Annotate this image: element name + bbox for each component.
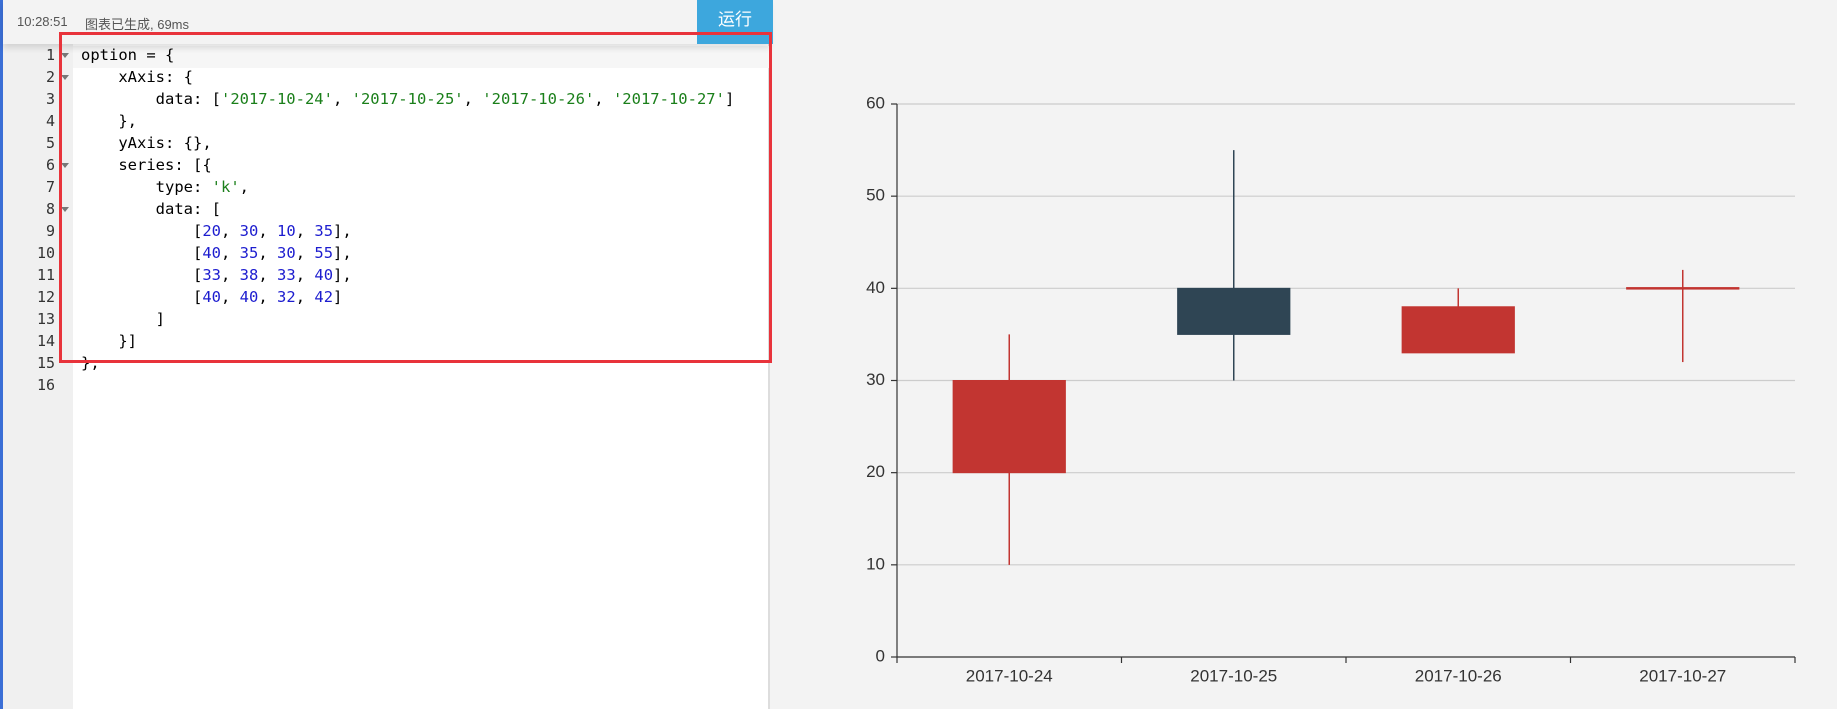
y-tick-label: 50 (866, 186, 885, 205)
x-tick-label: 2017-10-25 (1190, 666, 1277, 685)
code-line: [20, 30, 10, 35], (81, 222, 352, 240)
chart: 0 10 20 30 40 50 60 2017-10-24 2017-10-25 2017-10… (866, 93, 1796, 685)
line-number: 5 (45, 134, 55, 152)
active-line (73, 46, 770, 68)
line-number: 2 (45, 68, 55, 86)
code-line: yAxis: {}, (81, 134, 212, 152)
status-message: 图表已生成, 69ms (85, 17, 190, 32)
line-number: 16 (36, 376, 55, 394)
fold-arrow[interactable] (61, 75, 69, 80)
line-number: 15 (36, 354, 55, 372)
status-time: 10:28:51 (17, 14, 68, 29)
code-panel: 10:28:51 图表已生成, 69ms 运行 1 2 3 4 5 6 7 8 9 10 11 12 1… (0, 0, 773, 709)
x-tick-label: 2017-10-26 (1415, 666, 1502, 685)
code-line: type: 'k', (81, 178, 249, 196)
line-number: 8 (45, 200, 55, 218)
candle-body (1177, 287, 1291, 335)
line-number: 1 (45, 46, 55, 64)
candle-body (952, 380, 1066, 474)
code-line: [40, 35, 30, 55], (81, 244, 352, 262)
code-line: ] (81, 310, 165, 328)
code-line: data: [ (81, 200, 221, 218)
y-tick-label: 10 (866, 554, 885, 573)
line-number: 6 (45, 156, 55, 174)
fold-arrow[interactable] (61, 207, 69, 212)
line-number: 11 (36, 266, 55, 284)
fold-arrow[interactable] (61, 53, 69, 58)
line-number: 13 (36, 310, 55, 328)
line-number: 9 (45, 222, 55, 240)
line-number: 12 (36, 288, 55, 306)
line-number: 14 (36, 332, 55, 350)
y-tick-label: 0 (876, 646, 885, 665)
x-tick-label: 2017-10-27 (1639, 666, 1726, 685)
code-line: xAxis: { (81, 68, 193, 86)
x-tick-label: 2017-10-24 (966, 666, 1053, 685)
code-line: }] (81, 332, 137, 350)
y-tick-label: 60 (866, 93, 885, 112)
line-number: 10 (36, 244, 55, 262)
candle-body (1626, 287, 1740, 290)
code-line: option = { (81, 46, 175, 64)
code-line: }; (81, 354, 100, 372)
y-tick-label: 30 (866, 370, 885, 389)
run-button[interactable]: 运行 (697, 0, 773, 44)
fold-arrow[interactable] (61, 163, 69, 168)
y-tick-label: 20 (866, 462, 885, 481)
line-number: 4 (45, 112, 55, 130)
code-line: }, (81, 112, 137, 130)
status-bar: 10:28:51 图表已生成, 69ms (3, 0, 770, 44)
code-line: [33, 38, 33, 40], (81, 266, 352, 284)
y-tick-label: 40 (866, 278, 885, 297)
line-number: 3 (45, 90, 55, 108)
candle-body (1401, 306, 1515, 354)
code-line: data: ['2017-10-24', '2017-10-25', '2017… (81, 90, 735, 108)
code-line: series: [{ (81, 156, 212, 174)
code-line: [40, 40, 32, 42] (81, 288, 343, 306)
line-number: 7 (45, 178, 55, 196)
highlight-box (59, 32, 772, 363)
